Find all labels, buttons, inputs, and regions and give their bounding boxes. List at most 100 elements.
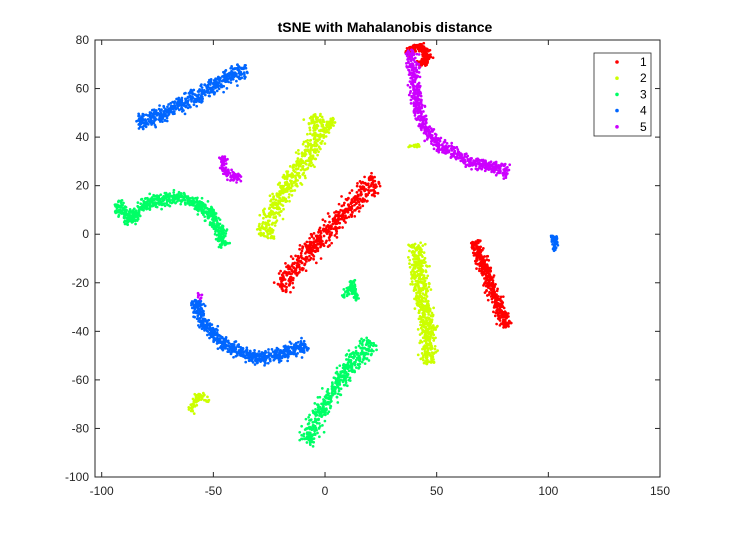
scatter-point-series-3 (321, 424, 324, 427)
scatter-point-series-1 (407, 46, 411, 49)
scatter-point-series-3 (347, 365, 351, 369)
scatter-point-series-2 (277, 199, 280, 203)
scatter-point-series-4 (137, 117, 141, 121)
scatter-point-series-1 (321, 218, 325, 222)
scatter-point-series-4 (287, 354, 290, 358)
scatter-point-series-3 (202, 213, 205, 217)
scatter-point-series-2 (313, 131, 316, 135)
scatter-point-series-3 (317, 426, 321, 430)
scatter-point-series-1 (484, 268, 487, 271)
scatter-point-series-4 (204, 327, 208, 331)
scatter-point-series-4 (203, 304, 207, 308)
scatter-point-series-3 (318, 422, 321, 425)
scatter-point-series-3 (133, 219, 137, 223)
scatter-point-series-2 (319, 132, 322, 136)
scatter-point-series-1 (422, 50, 426, 54)
scatter-point-series-4 (253, 363, 257, 366)
scatter-point-series-2 (412, 143, 416, 147)
scatter-point-series-1 (354, 195, 358, 199)
scatter-point-series-3 (333, 385, 337, 389)
scatter-point-series-1 (368, 175, 371, 179)
scatter-point-series-4 (139, 121, 143, 125)
scatter-point-series-2 (306, 149, 309, 152)
scatter-point-series-3 (322, 401, 325, 405)
scatter-point-series-4 (261, 351, 265, 355)
scatter-point-series-3 (343, 369, 347, 373)
scatter-point-series-2 (272, 213, 275, 216)
scatter-point-series-4 (193, 98, 197, 102)
scatter-point-series-2 (268, 219, 271, 223)
scatter-point-series-3 (306, 422, 310, 426)
scatter-point-series-4 (221, 348, 225, 352)
scatter-point-series-2 (308, 128, 312, 132)
scatter-point-series-3 (179, 194, 183, 198)
scatter-point-series-1 (292, 266, 296, 270)
scatter-point-series-1 (481, 273, 484, 277)
scatter-point-series-4 (551, 236, 554, 240)
scatter-point-series-2 (259, 227, 262, 230)
scatter-point-series-4 (144, 113, 148, 117)
scatter-point-series-1 (328, 238, 331, 242)
scatter-point-series-4 (184, 91, 187, 95)
scatter-point-series-3 (313, 402, 317, 405)
scatter-point-series-4 (147, 120, 151, 123)
scatter-point-series-2 (281, 204, 285, 207)
scatter-point-series-2 (410, 273, 413, 276)
scatter-point-series-2 (297, 171, 301, 175)
scatter-point-series-4 (211, 333, 215, 337)
scatter-point-series-3 (217, 223, 221, 227)
scatter-point-series-3 (338, 364, 342, 368)
scatter-point-series-2 (320, 142, 323, 145)
scatter-point-series-3 (160, 207, 163, 211)
scatter-point-series-3 (309, 418, 312, 422)
scatter-point-series-3 (175, 193, 178, 197)
scatter-point-series-1 (372, 185, 375, 189)
scatter-point-series-1 (347, 215, 351, 219)
scatter-point-series-2 (423, 333, 427, 337)
scatter-point-series-1 (335, 236, 339, 239)
scatter-point-series-2 (432, 339, 436, 342)
scatter-point-series-1 (329, 227, 333, 231)
scatter-point-series-2 (288, 193, 291, 196)
scatter-point-series-2 (417, 145, 421, 148)
scatter-point-series-2 (415, 280, 419, 283)
scatter-point-series-3 (333, 376, 337, 380)
scatter-point-series-2 (288, 186, 291, 189)
scatter-point-series-2 (299, 181, 302, 185)
scatter-point-series-1 (280, 287, 284, 290)
scatter-point-series-1 (314, 244, 318, 247)
scatter-point-series-3 (367, 359, 371, 362)
scatter-point-series-3 (370, 352, 373, 356)
scatter-point-series-1 (497, 318, 501, 321)
scatter-point-series-2 (417, 303, 421, 307)
scatter-point-series-2 (410, 263, 414, 267)
scatter-point-series-3 (345, 358, 348, 361)
scatter-point-series-4 (197, 319, 200, 323)
scatter-point-series-4 (197, 299, 200, 303)
scatter-point-series-2 (298, 160, 301, 164)
scatter-point-series-2 (314, 144, 318, 148)
scatter-point-series-2 (425, 352, 429, 356)
scatter-point-series-3 (346, 375, 349, 379)
scatter-point-series-4 (230, 64, 233, 68)
scatter-point-series-2 (413, 272, 416, 275)
scatter-point-series-4 (224, 336, 228, 339)
scatter-point-series-1 (308, 240, 311, 244)
scatter-point-series-1 (330, 231, 334, 235)
scatter-point-series-2 (257, 224, 261, 228)
scatter-point-series-1 (341, 212, 345, 216)
scatter-point-series-1 (322, 227, 325, 231)
scatter-point-series-3 (139, 198, 143, 201)
scatter-point-series-2 (281, 217, 285, 221)
scatter-point-series-1 (371, 189, 375, 192)
scatter-point-series-2 (308, 157, 312, 161)
scatter-point-series-4 (163, 109, 167, 112)
scatter-point-series-3 (350, 290, 354, 294)
scatter-point-series-2 (308, 126, 312, 130)
scatter-point-series-4 (211, 329, 215, 333)
scatter-point-series-2 (314, 115, 318, 119)
scatter-point-series-2 (433, 347, 437, 351)
scatter-point-series-5 (224, 162, 228, 165)
scatter-point-series-2 (408, 262, 411, 265)
scatter-point-series-2 (318, 136, 321, 139)
